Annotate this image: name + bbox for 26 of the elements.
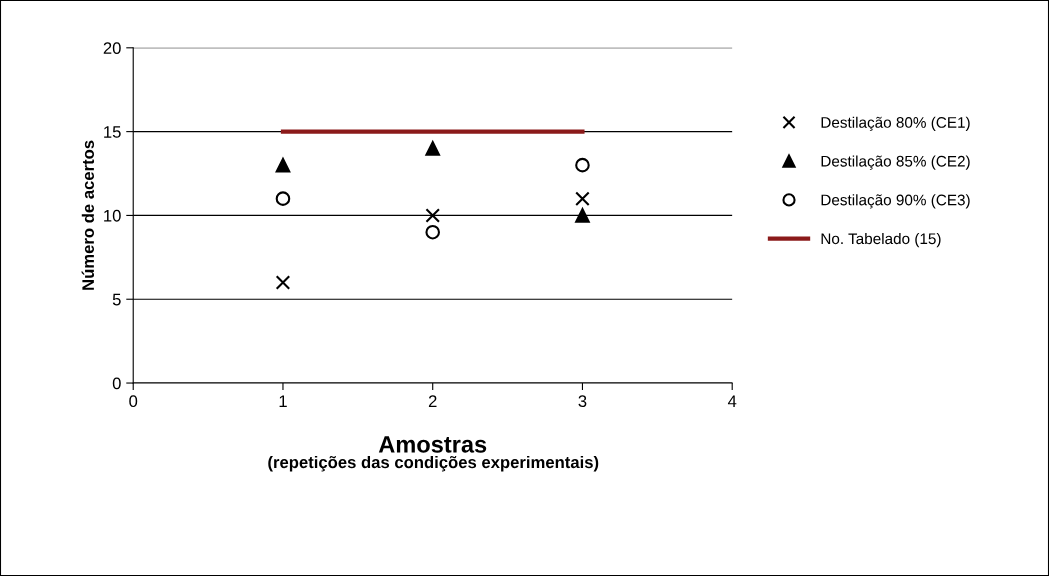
point [425,208,440,223]
x-tick-label: 4 [727,395,737,407]
y-tick-label: 15 [104,126,121,138]
point [275,191,291,206]
y-axis-title: Número de acertos [81,140,95,290]
point [575,157,590,173]
legend-label: Destilação 90% (CE3) [821,194,970,209]
x-tick-label: 1 [279,395,287,407]
point [275,157,291,173]
y-tick-label: 20 [103,42,121,55]
x-tick-label: 0 [129,395,138,408]
y-tick-label: 0 [112,377,121,390]
point [425,224,440,240]
point [575,191,590,206]
y-tick-label: 5 [112,293,121,306]
y-tick-label: 10 [104,209,121,222]
x-tick-label: 3 [578,395,587,408]
x-tick-label: 2 [428,395,437,407]
point [275,275,291,290]
point [575,208,590,223]
text: (repetições das condições experimentais) [268,455,599,472]
legend-label: Destilação 80% (CE1) [821,116,970,131]
legend-label: Destilação 85% (CE2) [821,155,970,170]
point [425,141,440,156]
x-axis-title: Amostras [378,436,487,453]
legend-label: No. Tabelado (15) [821,232,941,248]
